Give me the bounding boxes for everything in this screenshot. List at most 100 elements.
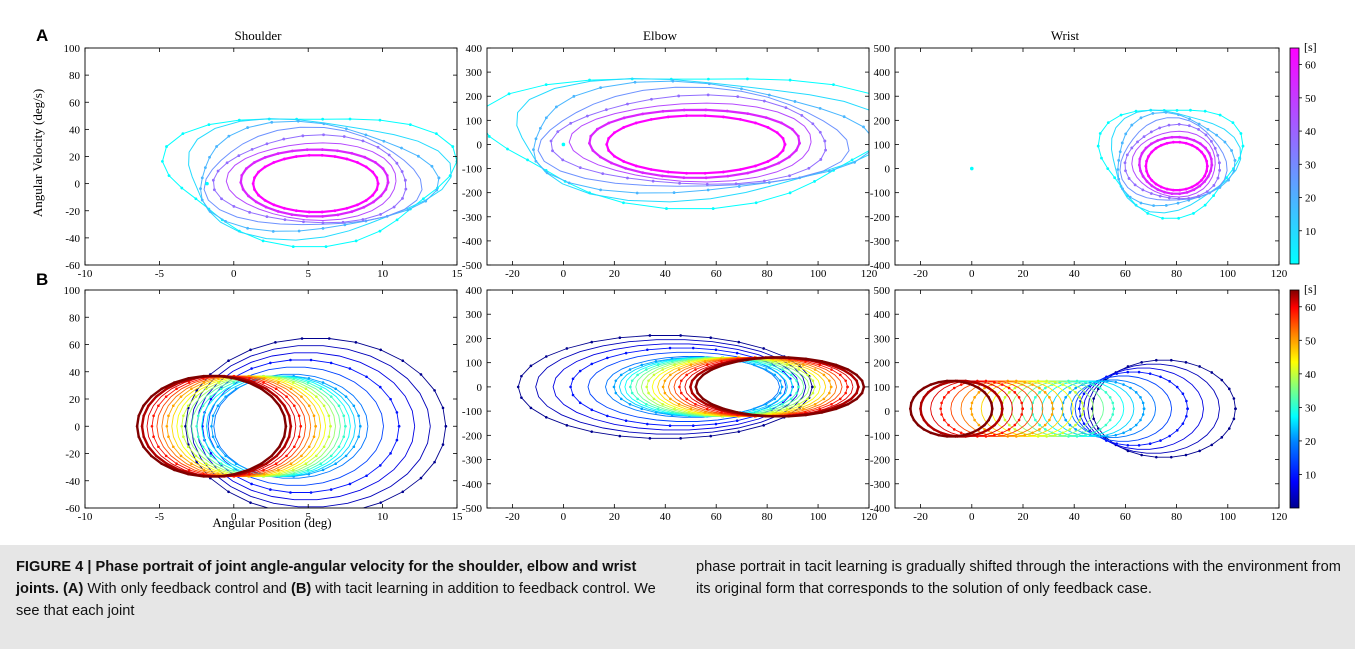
trajectory-point	[365, 474, 368, 478]
trajectory-point	[1129, 428, 1132, 431]
trajectory-point	[1015, 379, 1018, 383]
trajectory-point	[1124, 132, 1128, 136]
trajectory-point	[818, 363, 822, 367]
trajectory-point	[784, 106, 788, 110]
trajectory-point	[375, 188, 379, 191]
trajectory-point	[1013, 386, 1017, 390]
trajectory-point	[804, 357, 808, 361]
trajectory-point	[1048, 418, 1051, 422]
trajectory-point	[734, 182, 738, 186]
y-tick-label: -500	[462, 503, 483, 515]
trajectory-point	[1038, 391, 1041, 394]
colorbar-tick-label: 20	[1305, 436, 1317, 448]
trajectory-point	[1210, 139, 1213, 143]
trajectory-point	[1001, 407, 1004, 410]
trajectory-point	[1115, 372, 1119, 375]
trajectory-point	[211, 414, 215, 418]
trajectory-point	[142, 445, 145, 449]
caption-text-1: With only feedback control and	[83, 581, 291, 597]
trajectory-point	[689, 363, 693, 367]
trajectory-point	[356, 203, 359, 207]
trajectory-point	[1206, 174, 1210, 178]
trajectory-point	[278, 445, 281, 449]
trajectory-point	[795, 391, 798, 395]
y-axis-label: Angular Velocity (deg/s)	[30, 89, 45, 217]
trajectory-point	[1053, 433, 1057, 437]
trajectory-point	[735, 351, 739, 355]
trajectory-point	[187, 381, 191, 384]
trajectory-point	[1215, 133, 1219, 137]
trajectory-point	[249, 501, 252, 504]
trajectory-point	[1216, 176, 1220, 180]
trajectory-point	[1233, 159, 1237, 162]
trajectory-point	[1119, 113, 1123, 117]
trajectory-point	[175, 462, 178, 466]
trajectory-point	[1020, 401, 1024, 405]
trajectory-point	[201, 445, 205, 449]
trajectory-point	[329, 424, 332, 428]
trajectory-point	[1061, 431, 1065, 435]
trajectory-point	[898, 121, 901, 124]
trajectory-point	[578, 401, 582, 405]
trajectory-point	[795, 379, 798, 383]
trajectory-point	[780, 385, 784, 389]
trajectory-point	[1159, 143, 1163, 147]
x-tick-label: 100	[810, 268, 827, 280]
trajectory-point	[195, 389, 198, 392]
trajectory-point	[261, 239, 265, 243]
trajectory-point	[661, 385, 665, 389]
y-tick-label: -100	[870, 430, 891, 442]
trajectory-point	[551, 149, 554, 153]
trajectory-point	[754, 164, 757, 168]
trajectory-point	[549, 139, 553, 143]
trajectory-point	[1212, 184, 1216, 187]
trajectory-point	[855, 373, 858, 377]
trajectory-point	[248, 210, 252, 214]
trajectory-point	[1184, 361, 1188, 364]
trajectory-point	[225, 161, 229, 165]
trajectory-point	[329, 454, 333, 458]
caption-ref-a: (A)	[63, 581, 84, 597]
trajectory-point	[769, 356, 773, 359]
trajectory-point	[272, 203, 276, 207]
trajectory-point	[838, 397, 842, 401]
trajectory-point	[656, 363, 660, 367]
trajectory-point	[706, 188, 710, 192]
trajectory-point	[990, 407, 994, 410]
trajectory-point	[1092, 417, 1095, 421]
trajectory-point	[722, 407, 725, 411]
trajectory-point	[352, 404, 356, 408]
trajectory-point	[846, 385, 849, 389]
trajectory-point	[1234, 407, 1237, 410]
trajectory-point	[172, 468, 176, 472]
trajectory-point	[1137, 163, 1141, 167]
trajectory-point	[973, 418, 976, 422]
trajectory-point	[538, 126, 542, 130]
x-tick-label: 20	[609, 511, 621, 523]
x-tick-label: 120	[1271, 511, 1288, 523]
trajectory-point	[703, 171, 707, 175]
trajectory-point	[690, 379, 694, 383]
y-tick-label: -200	[870, 212, 891, 224]
trajectory-point	[927, 423, 930, 427]
trajectory-loop	[640, 357, 810, 417]
trajectory-point	[932, 428, 936, 431]
panel-label-b: B	[36, 270, 48, 289]
y-tick-label: -200	[462, 188, 483, 200]
y-tick-label: 500	[874, 43, 891, 55]
trajectory-point	[342, 414, 346, 418]
trajectory-point	[844, 391, 847, 395]
trajectory-point	[796, 134, 800, 138]
trajectory-point	[320, 148, 324, 151]
trajectory-point	[1129, 386, 1132, 390]
trajectory-point	[1116, 168, 1120, 171]
trajectory-point	[1145, 180, 1149, 183]
trajectory-point	[1043, 423, 1047, 427]
trajectory-point	[1141, 401, 1145, 405]
trajectory-point	[1021, 407, 1024, 410]
trajectory-point	[1124, 169, 1127, 173]
trajectory-point	[354, 239, 358, 243]
trajectory-point	[1176, 201, 1180, 205]
trajectory-point	[195, 424, 198, 428]
y-tick-label: 100	[64, 43, 81, 55]
